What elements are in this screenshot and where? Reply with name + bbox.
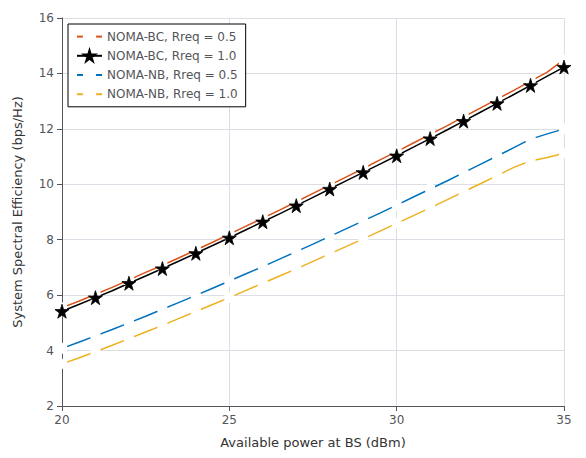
svg-text:10: 10 [39,177,54,191]
svg-text:16: 16 [39,11,54,25]
svg-text:4: 4 [46,344,54,358]
svg-text:12: 12 [39,122,54,136]
svg-text:NOMA-BC, Rreq = 1.0: NOMA-BC, Rreq = 1.0 [107,49,236,63]
svg-text:2: 2 [46,399,54,413]
svg-text:8: 8 [46,233,54,247]
svg-text:35: 35 [556,413,571,427]
svg-text:30: 30 [389,413,404,427]
svg-text:14: 14 [39,66,54,80]
svg-text:NOMA-NB, Rreq = 1.0: NOMA-NB, Rreq = 1.0 [107,87,238,101]
svg-text:System Spectral Efficiency (bp: System Spectral Efficiency (bps/Hz) [10,96,25,328]
svg-text:6: 6 [46,288,54,302]
svg-text:25: 25 [222,413,237,427]
svg-text:20: 20 [54,413,69,427]
svg-text:NOMA-BC, Rreq = 0.5: NOMA-BC, Rreq = 0.5 [107,30,236,44]
svg-text:NOMA-NB, Rreq = 0.5: NOMA-NB, Rreq = 0.5 [107,68,238,82]
svg-text:Available power at BS (dBm): Available power at BS (dBm) [220,435,406,450]
